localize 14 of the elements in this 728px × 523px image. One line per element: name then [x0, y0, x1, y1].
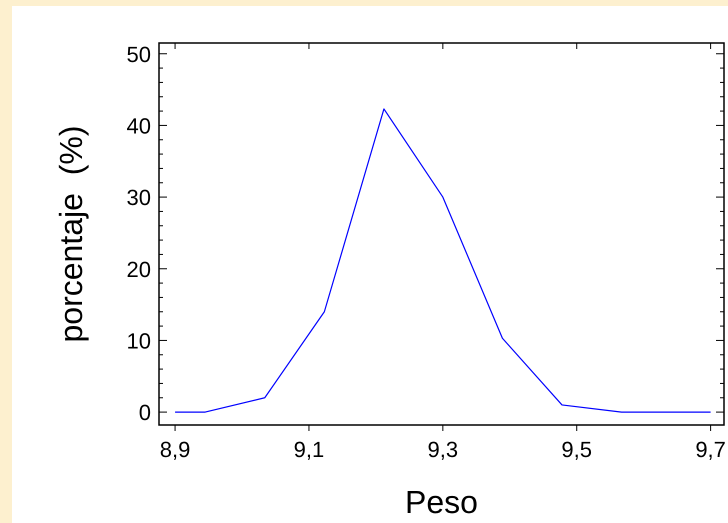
y-tick-label: 0	[138, 400, 151, 426]
x-tick-label: 9,7	[695, 437, 726, 462]
y-tick-label: 20	[126, 256, 151, 282]
x-tick-label: 8,9	[160, 437, 190, 462]
y-tick-label: 30	[126, 185, 151, 210]
x-tick-label: 9,3	[428, 437, 458, 462]
x-tick-label: 9,1	[294, 437, 324, 462]
y-tick-label: 50	[126, 42, 151, 67]
y-tick-label: 40	[126, 113, 151, 138]
line-series	[174, 108, 712, 413]
x-axis-title: Peso	[405, 484, 478, 520]
y-axis-title: porcentaje (%)	[53, 126, 89, 342]
x-tick-label: 9,5	[561, 437, 592, 462]
y-tick-label: 10	[126, 328, 151, 354]
